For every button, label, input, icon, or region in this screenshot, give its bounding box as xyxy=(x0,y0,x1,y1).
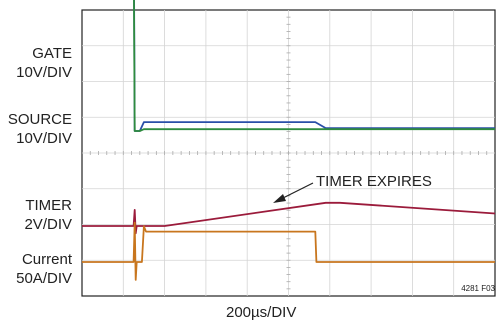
x-axis-label: 200µs/DIV xyxy=(226,304,297,321)
timer-expires-arrow-line xyxy=(280,182,314,200)
gate-trace xyxy=(133,0,495,132)
timer-label: TIMER 2V/DIV xyxy=(0,196,72,234)
timer-trace xyxy=(82,201,496,235)
source-trace xyxy=(133,0,495,132)
gate-label: GATE 10V/DIV xyxy=(0,44,72,82)
source-scale: 10V/DIV xyxy=(16,130,72,147)
traces xyxy=(82,0,496,281)
grid xyxy=(82,10,495,296)
timer-expires-arrowhead xyxy=(273,194,286,203)
gate-name: GATE xyxy=(32,45,72,62)
timer-expires-label: TIMER EXPIRES xyxy=(316,173,432,190)
annotation-layer xyxy=(273,182,314,203)
source-label: SOURCE 10V/DIV xyxy=(0,110,72,148)
gate-scale: 10V/DIV xyxy=(16,64,72,81)
current-label: Current 50A/DIV xyxy=(0,250,72,288)
current-trace xyxy=(82,221,495,281)
timer-scale: 2V/DIV xyxy=(24,216,72,233)
current-scale: 50A/DIV xyxy=(16,270,72,287)
figure-id: 4281 F03 xyxy=(461,284,495,293)
source-name: SOURCE xyxy=(7,111,72,128)
current-name: Current xyxy=(21,251,72,268)
timer-name: TIMER xyxy=(25,197,72,214)
